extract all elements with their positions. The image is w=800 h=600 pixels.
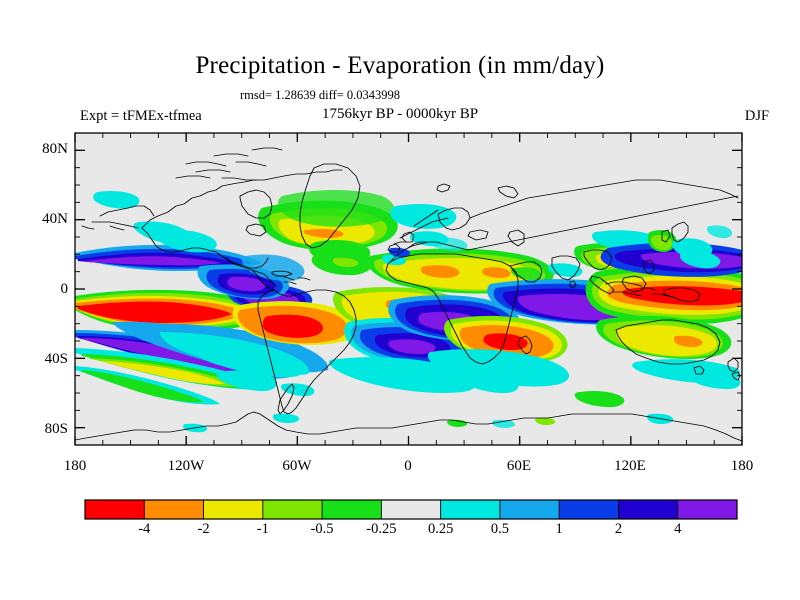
x-tick-label: 180: [730, 458, 754, 474]
colorbar-tick-label: -4: [138, 521, 151, 537]
x-tick-label: 60E: [506, 458, 532, 474]
x-tick-label: 120E: [614, 458, 646, 474]
colorbar-tick-label: 4: [674, 521, 682, 537]
colorbar-band: [618, 500, 679, 519]
colorbar: [84, 499, 738, 520]
anomaly-field: [75, 190, 742, 433]
y-tick-label: 80N: [42, 141, 68, 157]
colorbar-tick-label: 0.5: [490, 521, 509, 537]
coastlines: [75, 147, 742, 442]
colorbar-tick-label: -2: [197, 521, 210, 537]
statistics-line: rmsd= 1.28639 diff= 0.0343998: [239, 88, 401, 102]
y-tick-label: 40S: [44, 351, 68, 367]
y-tick-label: 80S: [44, 421, 68, 437]
x-tick-label: 180: [63, 458, 87, 474]
colorbar-tick-label: -1: [256, 521, 269, 537]
y-tick-label: 40N: [42, 211, 68, 227]
colorbar-band: [440, 500, 501, 519]
season-label: DJF: [744, 108, 770, 124]
colorbar-band: [203, 500, 264, 519]
x-tick-label: 120W: [167, 458, 205, 474]
colorbar-band: [677, 500, 738, 519]
experiment-label: Expt = tFMEx-tfmea: [80, 108, 202, 124]
colorbar-frame: [84, 499, 738, 520]
colorbar-tick-label: -0.25: [366, 521, 397, 537]
period-label: 1756kyr BP - 0000kyr BP: [321, 106, 479, 122]
colorbar-band: [559, 500, 619, 519]
page-title: Precipitation - Evaporation (in mm/day): [195, 52, 605, 79]
colorbar-tick-label: 1: [555, 521, 563, 537]
colorbar-band: [322, 500, 382, 519]
colorbar-tick-label: 2: [614, 521, 623, 537]
colorbar-band: [144, 500, 205, 519]
colorbar-band: [381, 500, 442, 519]
colorbar-tick-label: 0.25: [427, 521, 454, 537]
colorbar-tick-label: -0.5: [310, 521, 334, 537]
colorbar-band: [499, 500, 560, 519]
colorbar-band: [85, 500, 145, 519]
x-tick-label: 60W: [282, 458, 312, 474]
axis-ticks: [74, 132, 743, 446]
y-tick-label: 0: [60, 281, 69, 297]
x-tick-label: 0: [404, 458, 412, 474]
colorbar-band: [262, 500, 323, 519]
